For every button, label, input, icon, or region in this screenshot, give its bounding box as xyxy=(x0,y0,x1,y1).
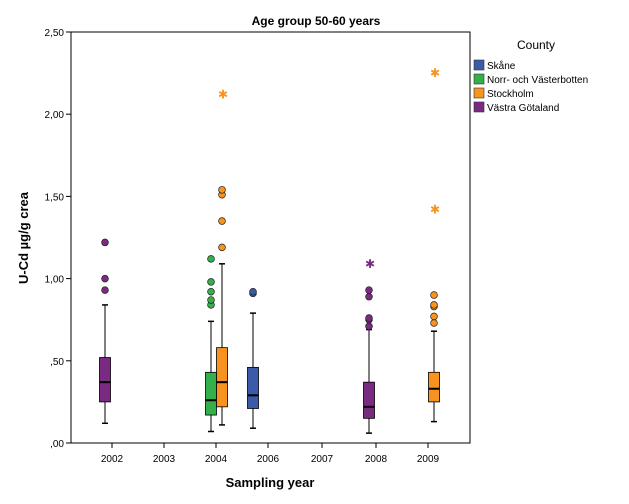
outlier-point xyxy=(218,243,226,252)
outlier-point xyxy=(101,274,109,283)
outlier-point xyxy=(365,322,373,331)
legend-label: Västra Götaland xyxy=(487,103,559,114)
legend-label: Norr- och Västerbotten xyxy=(487,75,588,86)
box-group xyxy=(247,288,259,429)
x-tick-label: 2006 xyxy=(257,454,280,465)
boxplot-marks: ✱✱✱✱ xyxy=(99,66,440,434)
chart-title: Age group 50-60 years xyxy=(252,14,381,28)
box xyxy=(363,381,375,419)
outlier-point xyxy=(365,292,373,301)
legend-swatch xyxy=(473,87,485,99)
box-group: ✱ xyxy=(363,257,375,434)
y-tick-label: 1,00 xyxy=(45,275,65,286)
y-tick-label: 2,50 xyxy=(45,28,65,39)
plot-frame xyxy=(70,31,471,444)
x-tick-label: 2009 xyxy=(417,454,440,465)
legend-label: Stockholm xyxy=(487,89,534,100)
box xyxy=(216,347,228,408)
x-tick-label: 2004 xyxy=(205,454,228,465)
outlier-point xyxy=(101,238,109,247)
x-axis-title: Sampling year xyxy=(226,475,315,490)
outlier-point xyxy=(207,278,215,286)
y-axis: ,00 ,50 1,00 1,50 2,00 2,50 xyxy=(45,28,71,450)
outlier-point xyxy=(207,255,215,263)
y-tick-label: ,50 xyxy=(50,357,64,368)
outlier-point xyxy=(218,217,226,225)
extreme-point: ✱ xyxy=(430,203,440,217)
legend-label: Skåne xyxy=(487,60,516,72)
outlier-point xyxy=(430,291,438,299)
box-group xyxy=(99,238,111,425)
outlier-point xyxy=(430,312,438,321)
y-tick-label: 2,00 xyxy=(45,110,65,121)
x-tick-label: 2002 xyxy=(101,454,124,465)
y-tick-label: 1,50 xyxy=(45,192,65,203)
outlier-point xyxy=(430,319,438,327)
y-tick-label: ,00 xyxy=(50,439,64,450)
legend-title: County xyxy=(517,38,555,52)
x-tick-label: 2008 xyxy=(365,454,388,465)
outlier-point xyxy=(365,286,373,294)
x-axis: 2002 2003 2004 2006 2007 2008 2009 xyxy=(101,443,440,465)
legend-swatch xyxy=(473,73,485,85)
outlier-point xyxy=(207,288,215,296)
box-group: ✱✱ xyxy=(428,66,440,423)
x-tick-label: 2003 xyxy=(153,454,176,465)
box xyxy=(428,371,440,403)
box-group: ✱ xyxy=(216,87,228,426)
legend: County Skåne Norr- och Västerbotten Stockh… xyxy=(473,38,588,114)
legend-swatch xyxy=(473,59,485,71)
legend-swatch xyxy=(473,101,485,113)
x-tick-label: 2007 xyxy=(311,454,334,465)
outlier-point xyxy=(430,301,438,309)
extreme-point: ✱ xyxy=(365,257,375,271)
box xyxy=(205,371,217,416)
outlier-point xyxy=(365,314,373,322)
box xyxy=(247,366,259,409)
box-group xyxy=(205,255,217,433)
box xyxy=(99,357,111,403)
outlier-point xyxy=(207,296,215,304)
outlier-point xyxy=(249,288,257,296)
outlier-point xyxy=(218,186,226,194)
y-axis-title: U-Cd µg/g crea xyxy=(16,191,31,284)
outlier-point xyxy=(101,286,109,294)
extreme-point: ✱ xyxy=(218,87,228,101)
extreme-point: ✱ xyxy=(430,66,440,80)
